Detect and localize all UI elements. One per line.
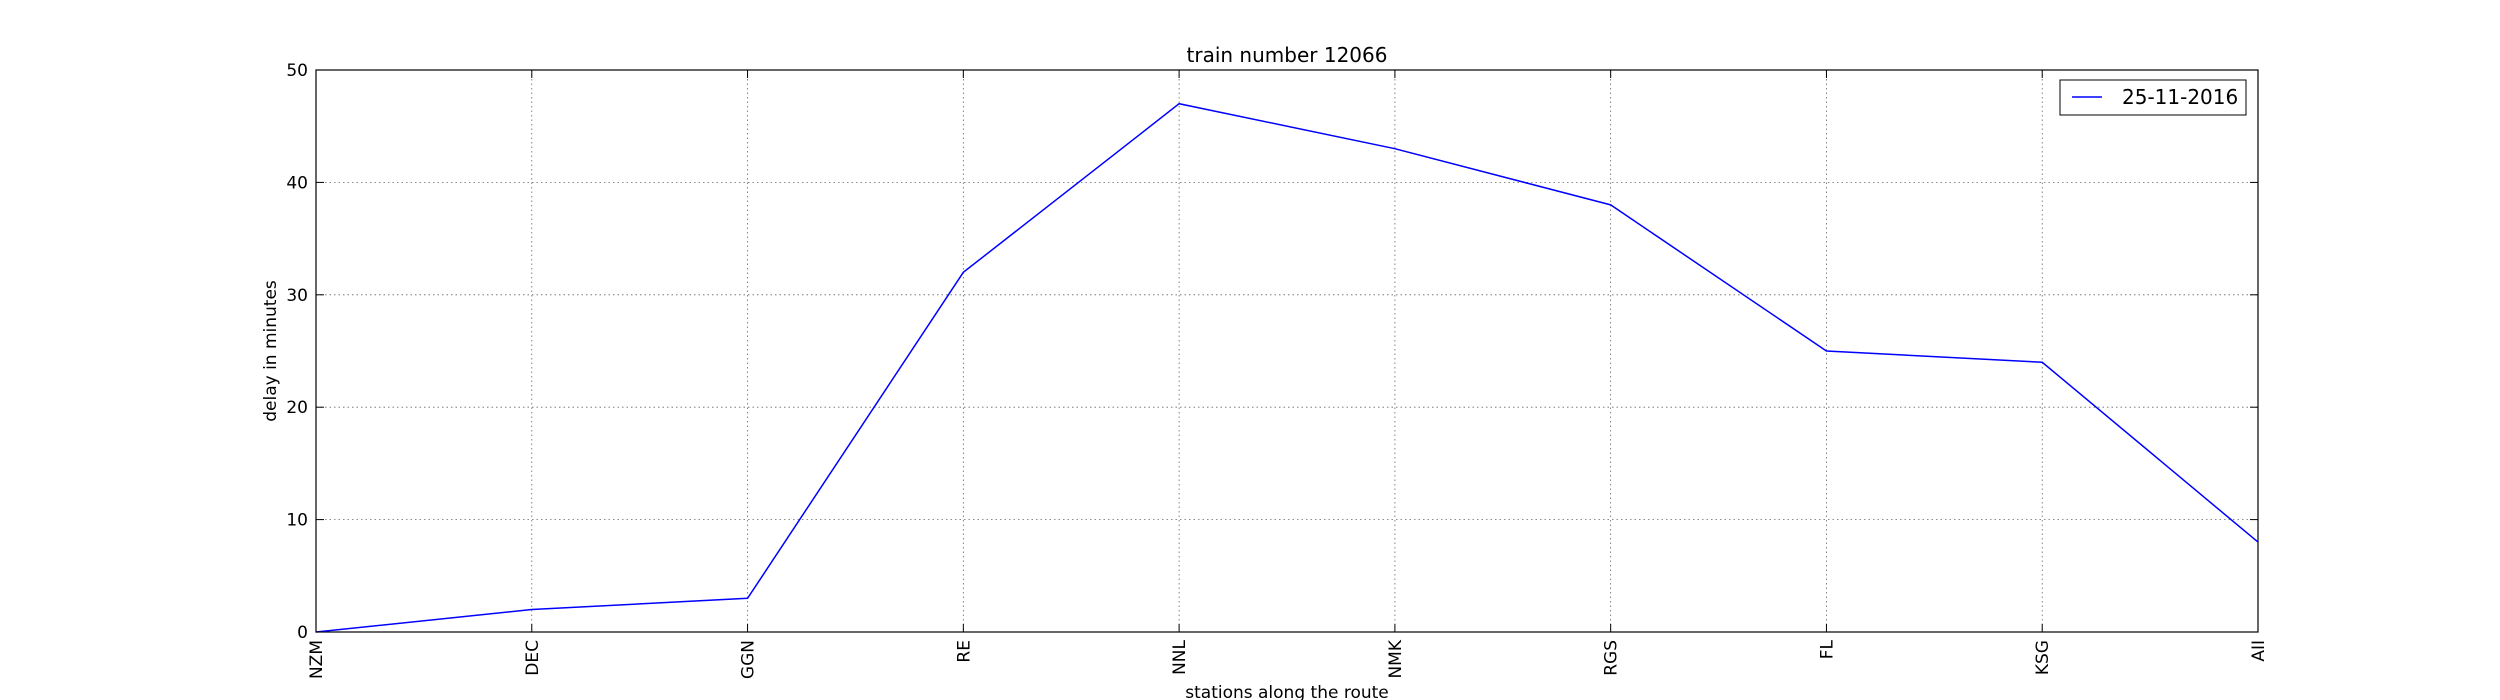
y-axis-title: delay in minutes [261, 280, 281, 422]
series-line [315, 102, 2259, 633]
x-tick-label: NZM [307, 640, 327, 679]
x-tick-label: RGS [1602, 640, 1622, 676]
y-tick-label: 50 [286, 61, 308, 81]
x-tick-label: DEC [523, 640, 543, 676]
x-tick-label: RE [954, 640, 974, 663]
series-layer [315, 102, 2259, 633]
ticks-layer: 0 10 20 30 40 50 NZM DEC GGN RE NNL NMK RGS FL KSG AII [286, 61, 2269, 679]
x-tick-label: AII [2249, 640, 2269, 662]
y-tick-label: 40 [286, 173, 308, 193]
legend: 25-11-2016 [2059, 79, 2247, 116]
plot-frame [315, 69, 2259, 633]
y-tick-label: 0 [297, 623, 308, 643]
x-tick-label: NNL [1170, 639, 1190, 674]
y-tick-label: 20 [286, 398, 308, 418]
legend-label: 25-11-2016 [2122, 85, 2238, 109]
x-tick-label: KSG [2033, 640, 2053, 675]
chart-title: train number 12066 [1187, 43, 1388, 67]
y-tick-label: 30 [286, 286, 308, 306]
x-tick-label: NMK [1386, 639, 1406, 678]
x-tick-label: GGN [739, 640, 759, 679]
x-axis-title: stations along the route [1185, 683, 1389, 700]
y-tick-label: 10 [286, 511, 308, 531]
grid-layer [316, 70, 2258, 632]
x-tick-label: FL [1817, 639, 1837, 659]
